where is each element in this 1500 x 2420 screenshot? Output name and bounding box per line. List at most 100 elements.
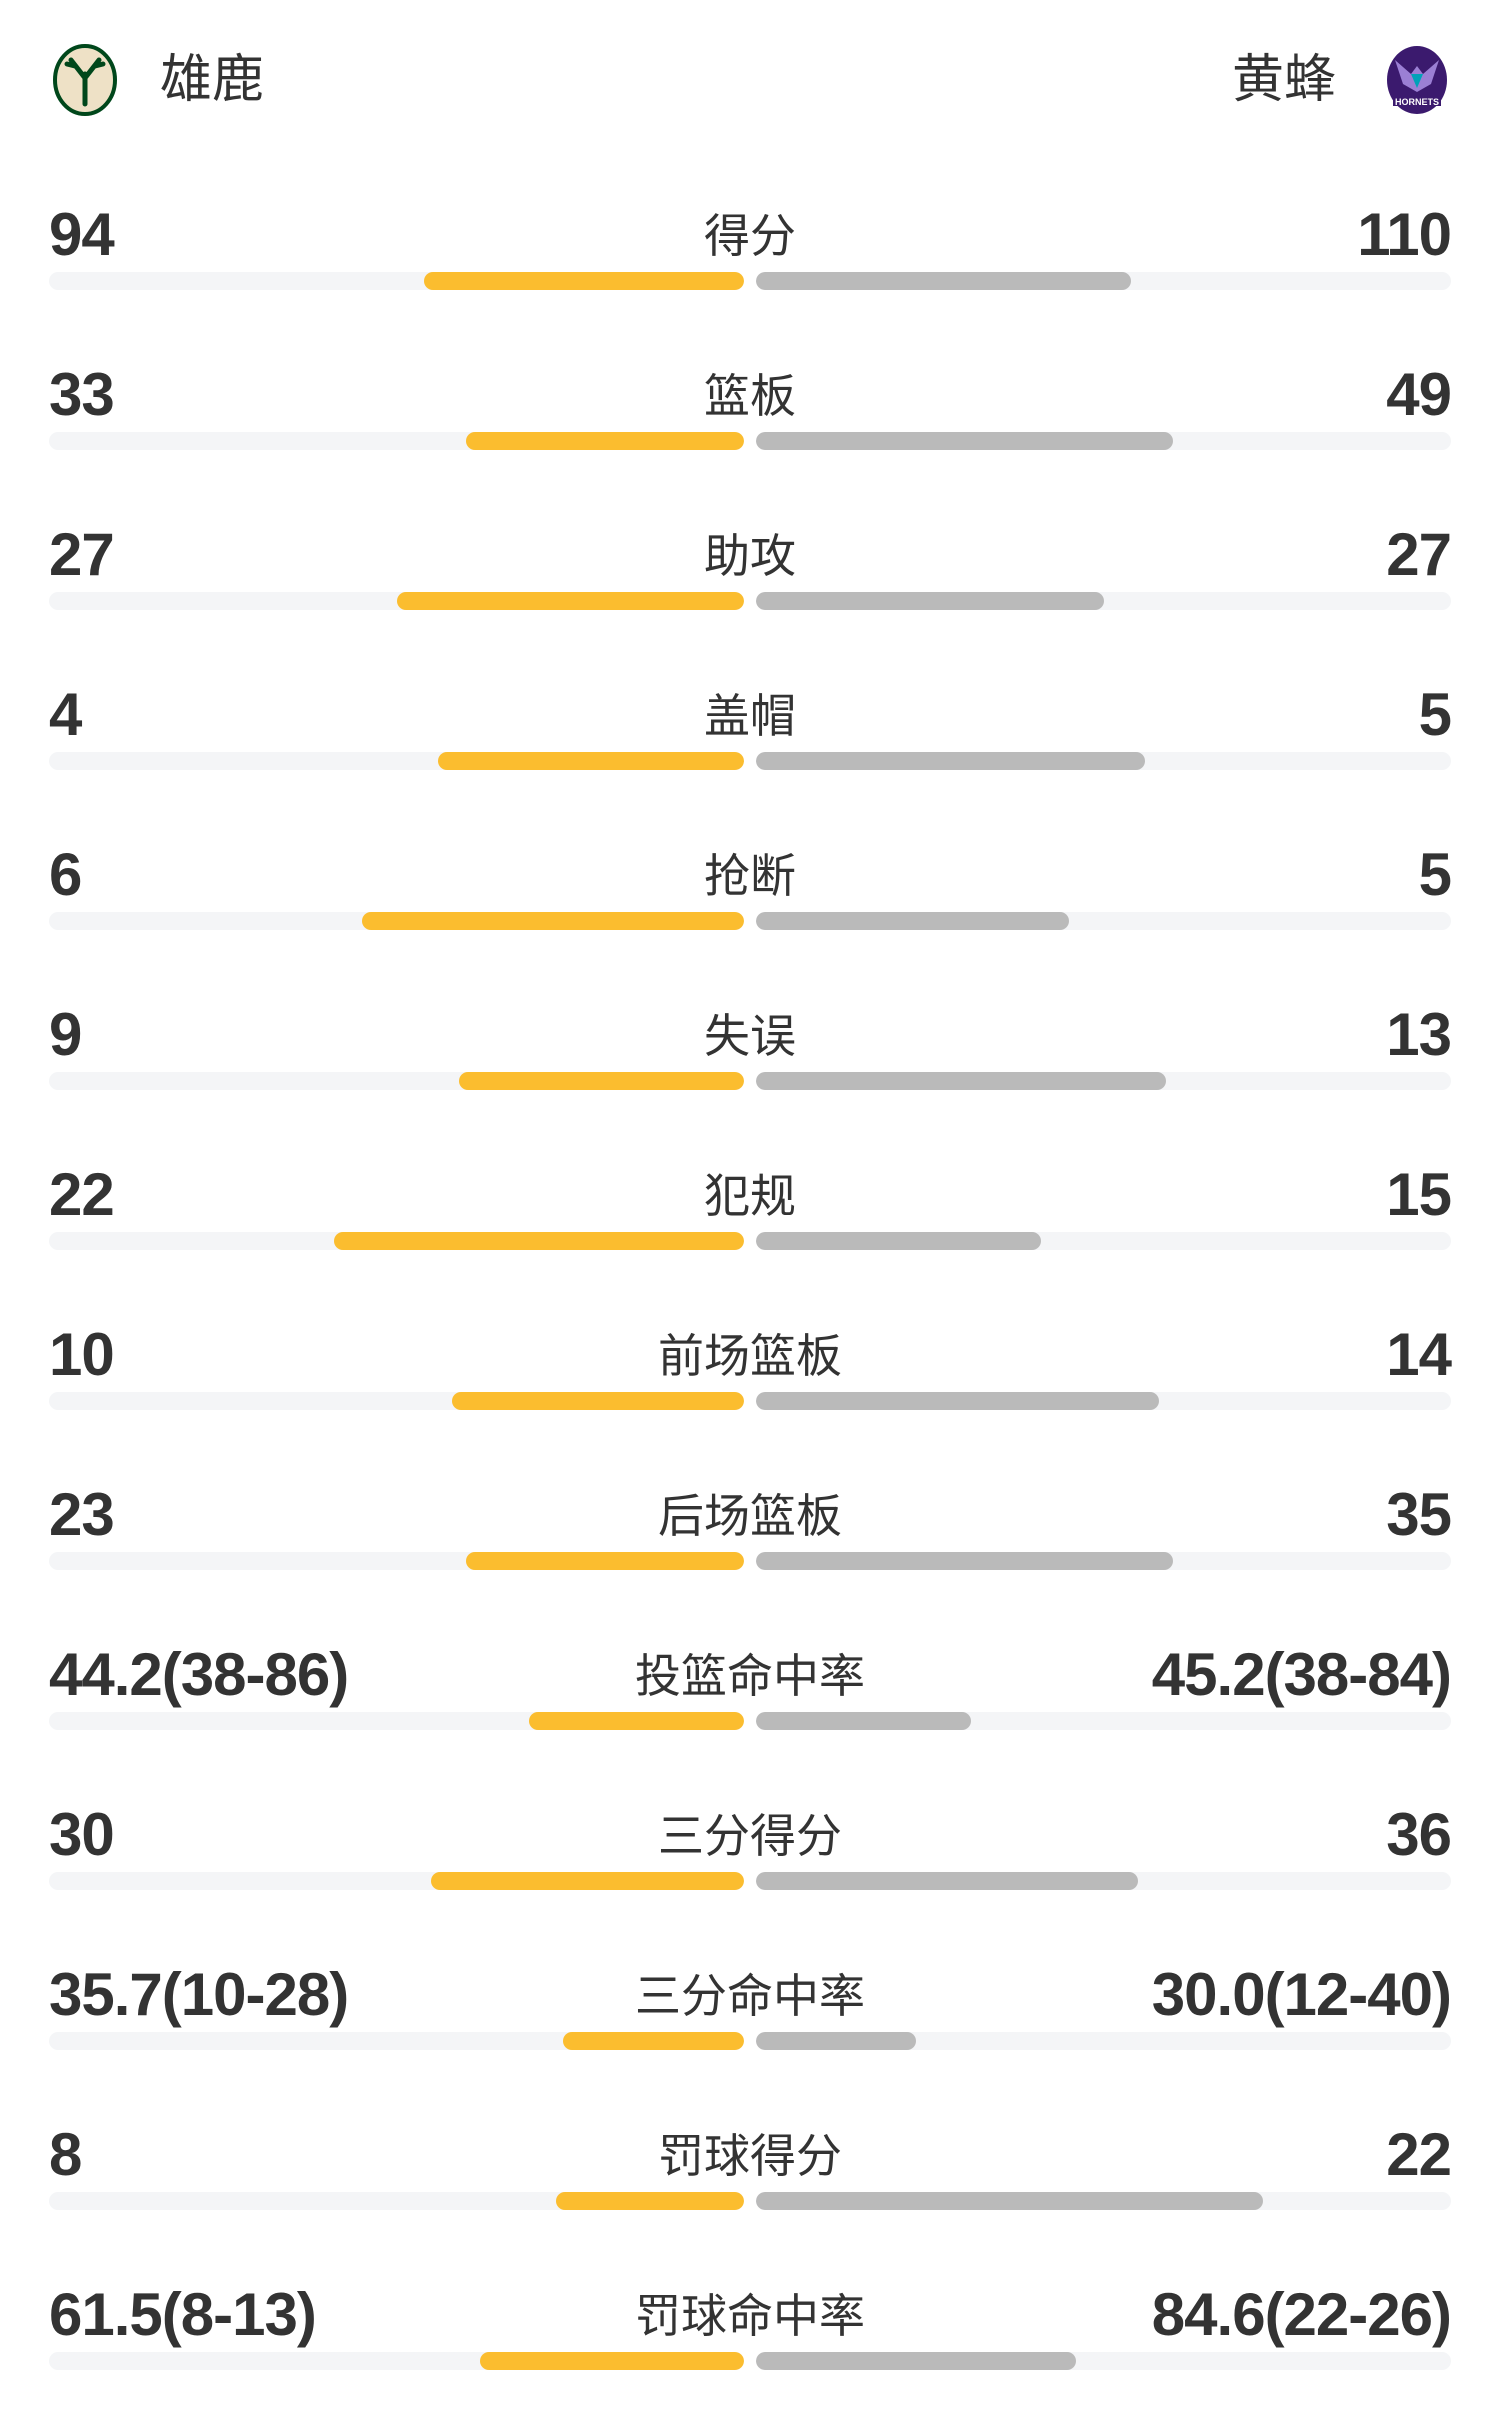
stat-label: 三分命中率 — [635, 1969, 865, 2023]
stat-label: 犯规 — [704, 1169, 796, 1223]
home-stat-value: 61.5(8-13) — [49, 2281, 317, 2348]
away-team-name: 黄蜂 — [1231, 50, 1336, 110]
home-bar-track — [49, 272, 744, 290]
stat-row: 10 前场篮板 14 — [0, 1300, 1500, 1460]
away-bar-track — [756, 2032, 1451, 2050]
away-bar-fill — [756, 2352, 1076, 2370]
away-bar-track — [756, 2192, 1451, 2210]
away-stat-value: 15 — [1386, 1161, 1452, 1228]
stat-label: 罚球命中率 — [635, 2289, 865, 2343]
home-bar-fill — [563, 2032, 744, 2050]
hornets-logo-icon: HORNETS — [1381, 44, 1453, 116]
stat-label: 抢断 — [704, 849, 796, 903]
away-bar-fill — [756, 592, 1104, 610]
away-bar-fill — [756, 752, 1146, 770]
home-bar-track — [49, 1872, 744, 1890]
stat-label: 投篮命中率 — [635, 1649, 865, 1703]
away-bar-fill — [756, 1072, 1167, 1090]
home-bar-track — [49, 432, 744, 450]
home-bar-fill — [466, 1552, 744, 1570]
home-bar-fill — [361, 912, 744, 930]
away-stat-value: 22 — [1386, 2121, 1452, 2188]
stat-row: 4 盖帽 5 — [0, 660, 1500, 820]
home-bar-track — [49, 2352, 744, 2370]
stat-label: 失误 — [704, 1009, 796, 1063]
home-bar-track — [49, 1552, 744, 1570]
stat-row: 27 助攻 27 — [0, 500, 1500, 660]
home-stat-value: 8 — [49, 2121, 82, 2188]
away-bar-track — [756, 1072, 1451, 1090]
home-bar-fill — [396, 592, 744, 610]
home-bar-fill — [528, 1712, 744, 1730]
away-bar-track — [756, 272, 1451, 290]
stat-row: 30 三分得分 36 — [0, 1780, 1500, 1940]
stat-label: 罚球得分 — [658, 2129, 842, 2183]
home-stat-value: 23 — [49, 1481, 115, 1548]
home-stat-value: 35.7(10-28) — [49, 1961, 349, 2028]
stat-row: 23 后场篮板 35 — [0, 1460, 1500, 1620]
home-bar-fill — [459, 1072, 744, 1090]
team-header: 雄鹿 黄蜂 HORNETS — [0, 0, 1500, 160]
stat-row: 94 得分 110 — [0, 180, 1500, 340]
stat-row: 33 篮板 49 — [0, 340, 1500, 500]
home-bar-fill — [424, 272, 744, 290]
away-stat-value: 36 — [1386, 1801, 1452, 1868]
stat-row: 6 抢断 5 — [0, 820, 1500, 980]
stat-label: 篮板 — [704, 369, 796, 423]
away-bar-track — [756, 1232, 1451, 1250]
away-bar-track — [756, 432, 1451, 450]
home-stat-value: 44.2(38-86) — [49, 1641, 349, 1708]
home-bar-track — [49, 1712, 744, 1730]
away-bar-fill — [756, 1872, 1139, 1890]
home-bar-fill — [556, 2192, 744, 2210]
stat-label: 得分 — [704, 209, 796, 263]
stat-label: 助攻 — [704, 529, 796, 583]
home-bar-track — [49, 592, 744, 610]
stat-label: 盖帽 — [704, 689, 796, 743]
away-stat-value: 13 — [1386, 1001, 1452, 1068]
home-stat-value: 94 — [49, 201, 115, 268]
stat-label: 三分得分 — [658, 1809, 842, 1863]
stat-label: 前场篮板 — [658, 1329, 842, 1383]
home-bar-track — [49, 1392, 744, 1410]
home-bar-fill — [452, 1392, 744, 1410]
away-stat-value: 49 — [1386, 361, 1452, 428]
away-bar-track — [756, 1872, 1451, 1890]
stat-label: 后场篮板 — [658, 1489, 842, 1543]
svg-text:HORNETS: HORNETS — [1395, 97, 1439, 107]
home-stat-value: 6 — [49, 841, 82, 908]
away-stat-value: 84.6(22-26) — [1151, 2281, 1452, 2348]
away-stat-value: 5 — [1418, 841, 1452, 908]
home-bar-fill — [438, 752, 744, 770]
away-bar-track — [756, 592, 1451, 610]
away-bar-fill — [756, 1392, 1160, 1410]
home-stat-value: 33 — [49, 361, 115, 428]
stat-row: 61.5(8-13) 罚球命中率 84.6(22-26) — [0, 2260, 1500, 2420]
home-stat-value: 10 — [49, 1321, 115, 1388]
away-stat-value: 35 — [1386, 1481, 1452, 1548]
stat-row: 9 失误 13 — [0, 980, 1500, 1140]
home-stat-value: 4 — [49, 681, 82, 748]
home-team-name: 雄鹿 — [160, 50, 265, 110]
away-bar-fill — [756, 432, 1173, 450]
stat-row: 44.2(38-86) 投篮命中率 45.2(38-84) — [0, 1620, 1500, 1780]
stat-row: 8 罚球得分 22 — [0, 2100, 1500, 2260]
away-stat-value: 110 — [1357, 201, 1452, 268]
home-stat-value: 22 — [49, 1161, 115, 1228]
away-bar-track — [756, 752, 1451, 770]
home-bar-track — [49, 912, 744, 930]
away-bar-track — [756, 1392, 1451, 1410]
away-stat-value: 45.2(38-84) — [1151, 1641, 1452, 1708]
bucks-logo-icon — [49, 44, 121, 116]
home-bar-fill — [479, 2352, 744, 2370]
away-bar-fill — [756, 1232, 1041, 1250]
home-stat-value: 27 — [49, 521, 115, 588]
home-bar-fill — [333, 1232, 744, 1250]
away-stat-value: 5 — [1418, 681, 1452, 748]
away-bar-fill — [756, 1552, 1173, 1570]
away-stat-value: 27 — [1386, 521, 1452, 588]
home-bar-fill — [431, 1872, 744, 1890]
away-bar-fill — [756, 2032, 916, 2050]
away-bar-fill — [756, 1712, 972, 1730]
home-stat-value: 9 — [49, 1001, 82, 1068]
